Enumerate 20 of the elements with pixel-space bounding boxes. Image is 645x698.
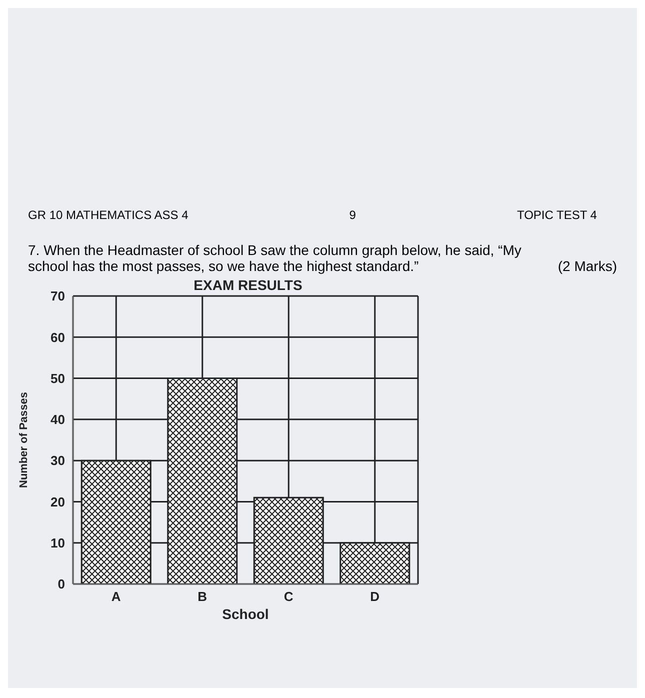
y-tick-label: 20 [50, 494, 65, 510]
y-tick-label: 30 [50, 453, 65, 468]
x-axis-title: School [222, 606, 269, 622]
y-tick-label: 60 [50, 330, 65, 345]
text: (2 Marks) [558, 258, 617, 274]
y-tick-label: 50 [50, 370, 65, 386]
text: 9 [349, 208, 356, 222]
x-tick-label: D [370, 589, 380, 604]
chart-title: EXAM RESULTS [194, 277, 302, 293]
text: GR 10 MATHEMATICS ASS 4 [28, 208, 188, 222]
x-tick-label: B [198, 589, 208, 604]
y-tick-label: 0 [58, 576, 65, 592]
x-tick-label: C [284, 589, 294, 604]
text: TOPIC TEST 4 [516, 208, 597, 222]
y-axis-title: Number of Passes [18, 392, 30, 488]
x-tick-label: A [111, 589, 122, 604]
y-tick-label: 10 [50, 535, 65, 550]
y-tick-label: 70 [50, 288, 65, 304]
text: 7. When the Headmaster of school B saw the column graph below, he said, “My school has the most passes, so we have the highest standard.” [28, 242, 522, 274]
y-tick-label: 40 [50, 412, 65, 428]
